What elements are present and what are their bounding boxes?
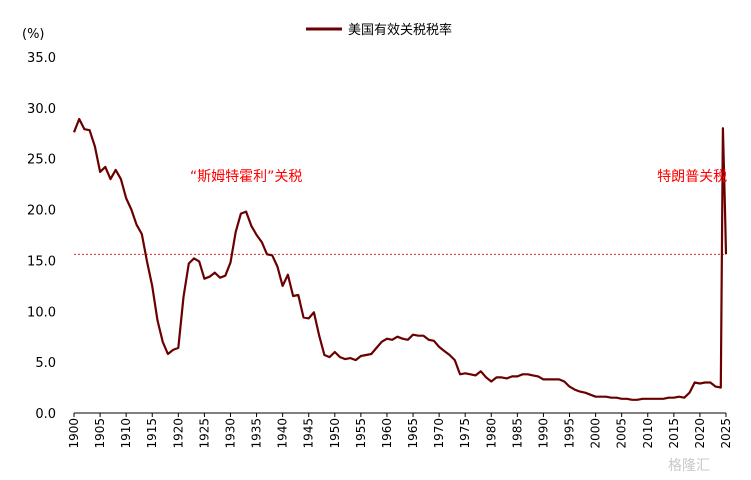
x-tick-label: 1930 (223, 418, 237, 449)
watermark: 格隆汇 (668, 458, 710, 474)
x-tick-label: 1980 (484, 418, 498, 449)
x-tick-label: 1955 (354, 418, 368, 449)
y-tick-label: 20.0 (27, 204, 56, 219)
x-tick-label: 1975 (458, 418, 472, 449)
legend: 美国有效关税税率 (306, 22, 452, 38)
x-tick-label: 1990 (536, 418, 550, 449)
legend-label: 美国有效关税税率 (348, 22, 452, 38)
y-tick-label: 25.0 (27, 153, 56, 168)
x-tick-label: 1985 (510, 418, 524, 449)
y-tick-label: 15.0 (27, 254, 56, 269)
x-tick-label: 1925 (197, 418, 211, 449)
x-tick-label: 1920 (171, 418, 185, 449)
x-tick-label: 2025 (719, 418, 733, 449)
x-tick-label: 1940 (276, 418, 290, 449)
x-tick-label: 2005 (615, 418, 629, 449)
y-tick-label: 30.0 (27, 102, 56, 117)
x-tick-label: 2000 (589, 418, 603, 449)
annotations: “斯姆特霍利”关税 特朗普关税 (190, 169, 727, 185)
x-tick-label: 1960 (380, 418, 394, 449)
y-tick-label: 5.0 (35, 356, 56, 371)
x-tick-label: 1965 (406, 418, 420, 449)
x-tick-label: 2020 (693, 418, 707, 449)
x-axis: 1900 1905 1910 1915 1920 1925 1930 1935 1940 1945… (67, 412, 733, 449)
x-tick-label: 1970 (432, 418, 446, 449)
y-axis-ticks: 0.0 5.0 10.0 15.0 20.0 25.0 30.0 35.0 (27, 51, 56, 422)
x-tick-label: 1995 (563, 418, 577, 449)
x-tick-label: 1935 (250, 418, 264, 449)
x-tick-label: 1910 (119, 418, 133, 449)
unit-label: (%) (22, 27, 45, 42)
x-tick-label: 1905 (93, 418, 107, 449)
x-tick-label: 1915 (145, 418, 159, 449)
y-tick-label: 0.0 (35, 407, 56, 422)
annotation-label: “斯姆特霍利”关税 (190, 169, 303, 185)
series-line (72, 117, 728, 401)
annotation-label: 特朗普关税 (657, 169, 727, 185)
y-tick-label: 10.0 (27, 305, 56, 320)
x-tick-label: 1950 (328, 418, 342, 449)
x-tick-label: 2010 (641, 418, 655, 449)
x-tick-label: 1945 (302, 418, 316, 449)
y-tick-label: 35.0 (27, 51, 56, 66)
x-tick-label: 1900 (67, 418, 81, 449)
series-group (72, 117, 728, 401)
x-tick-label: 2015 (667, 418, 681, 449)
